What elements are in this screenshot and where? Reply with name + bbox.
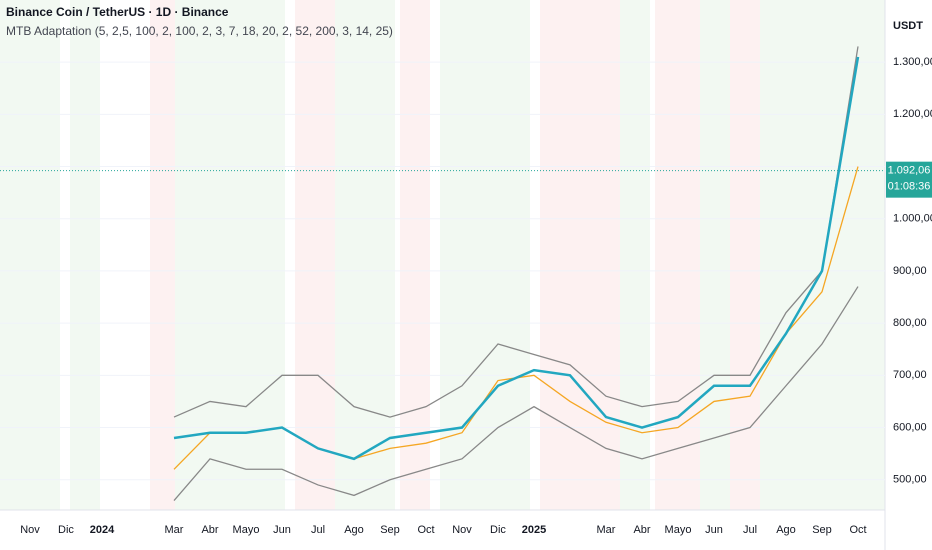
x-tick-label: 2024: [90, 524, 115, 536]
x-tick-label: Jun: [273, 524, 291, 536]
x-tick-label: Abr: [633, 524, 650, 536]
x-tick-label: Dic: [490, 524, 506, 536]
x-tick-label: Jun: [705, 524, 723, 536]
x-tick-label: Abr: [201, 524, 218, 536]
x-tick-label: Mar: [165, 524, 184, 536]
background-stripes: [0, 0, 885, 510]
y-tick-label: 1.000,00: [893, 213, 932, 225]
x-tick-label: Ago: [776, 524, 796, 536]
y-tick-label: 1.300,00: [893, 56, 932, 68]
x-tick-label: Sep: [380, 524, 400, 536]
x-tick-label: Ago: [344, 524, 364, 536]
indicator-label: MTB Adaptation (5, 2,5, 100, 2, 100, 2, …: [6, 24, 393, 38]
y-tick-label: 600,00: [893, 421, 927, 433]
x-tick-label: Jul: [743, 524, 757, 536]
x-tick-label: Oct: [849, 524, 866, 536]
last-price-box: [886, 161, 932, 198]
y-tick-label: 700,00: [893, 369, 927, 381]
series-line: [173, 56, 860, 461]
x-tick-label: Jul: [311, 524, 325, 536]
chart-title: Binance Coin / TetherUS · 1D · Binance: [6, 5, 229, 19]
countdown: 01:08:36: [888, 181, 931, 193]
y-tick-label: 900,00: [893, 265, 927, 277]
x-tick-label: Nov: [452, 524, 472, 536]
series-line: [173, 286, 859, 502]
x-tick-label: Dic: [58, 524, 74, 536]
x-tick-label: Oct: [417, 524, 434, 536]
x-tick-label: Sep: [812, 524, 832, 536]
series-line: [173, 46, 859, 418]
y-tick-label: 1.200,00: [893, 108, 932, 120]
y-tick-label: 800,00: [893, 317, 927, 329]
last-price-label: 1.092,06: [888, 165, 931, 177]
x-tick-label: Mayo: [665, 524, 692, 536]
y-tick-label: 500,00: [893, 474, 927, 486]
x-tick-label: Mayo: [233, 524, 260, 536]
x-tick-label: 2025: [522, 524, 546, 536]
x-tick-label: Mar: [597, 524, 616, 536]
currency: USDT: [893, 20, 923, 32]
x-tick-label: Nov: [20, 524, 40, 536]
